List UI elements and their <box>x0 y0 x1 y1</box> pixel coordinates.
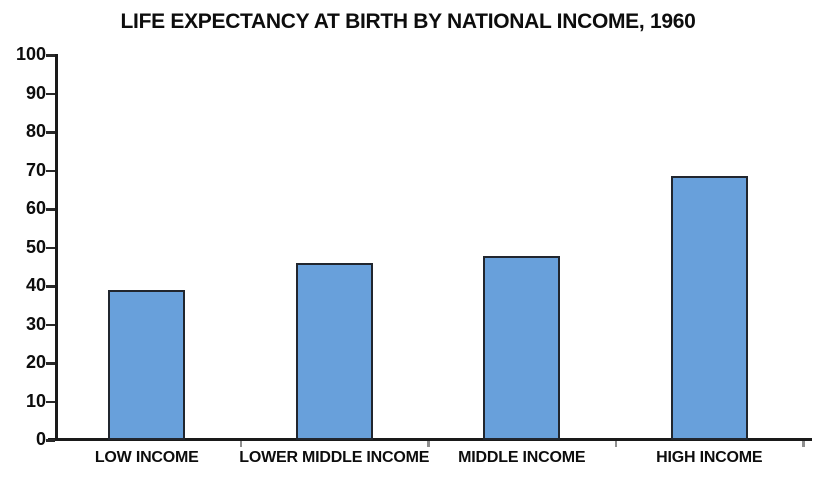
bar <box>295 263 373 440</box>
x-axis-label: HIGH INCOME <box>656 449 763 466</box>
y-tick <box>46 323 55 326</box>
y-tick <box>46 54 55 57</box>
y-tick-label: 60 <box>25 198 46 218</box>
y-tick-label: 100 <box>15 44 46 64</box>
y-tick <box>46 362 55 365</box>
chart-title: LIFE EXPECTANCY AT BIRTH BY NATIONAL INC… <box>120 10 696 33</box>
y-tick-label: 50 <box>25 236 46 257</box>
y-tick-label: 70 <box>25 159 46 180</box>
y-tick <box>46 246 55 249</box>
bar <box>483 256 561 440</box>
y-tick-label: 30 <box>25 313 46 334</box>
bar <box>108 289 186 440</box>
y-tick <box>46 131 55 134</box>
y-tick-label: 80 <box>25 121 46 141</box>
y-tick-label: 0 <box>35 429 46 449</box>
y-tick-label: 90 <box>25 82 46 103</box>
x-axis-line <box>48 438 812 441</box>
x-tick <box>239 441 242 447</box>
bar <box>670 175 748 440</box>
y-tick <box>46 400 55 403</box>
x-tick <box>427 441 430 447</box>
x-tick <box>614 441 617 447</box>
y-tick-label: 20 <box>25 352 46 372</box>
y-tick-label: 10 <box>25 390 46 411</box>
x-axis-label: LOWER MIDDLE INCOME <box>239 449 430 466</box>
x-axis-label: LOW INCOME <box>94 449 199 466</box>
y-tick <box>46 92 55 95</box>
y-tick <box>46 285 55 288</box>
x-tick <box>802 441 805 447</box>
y-axis-line <box>55 54 58 441</box>
y-tick <box>46 169 55 172</box>
y-tick-label: 40 <box>25 275 46 295</box>
x-axis-label: MIDDLE INCOME <box>458 449 586 466</box>
y-tick <box>46 439 55 442</box>
y-tick <box>46 208 55 211</box>
